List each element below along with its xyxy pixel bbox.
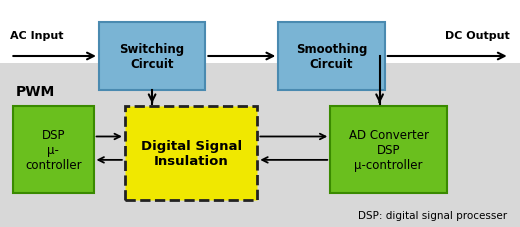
Text: DSP: digital signal processer: DSP: digital signal processer (358, 210, 507, 220)
FancyBboxPatch shape (0, 64, 520, 227)
FancyBboxPatch shape (330, 107, 447, 193)
Text: Switching
Circuit: Switching Circuit (120, 43, 185, 71)
Text: Digital Signal
Insulation: Digital Signal Insulation (140, 139, 242, 167)
Text: PWM: PWM (16, 85, 55, 99)
FancyBboxPatch shape (125, 107, 257, 200)
Text: AC Input: AC Input (10, 31, 64, 41)
Text: AD Converter
DSP
μ-controller: AD Converter DSP μ-controller (349, 128, 428, 171)
Text: Smoothing
Circuit: Smoothing Circuit (296, 43, 367, 71)
FancyBboxPatch shape (278, 23, 385, 91)
Text: DC Output: DC Output (445, 31, 510, 41)
FancyBboxPatch shape (13, 107, 94, 193)
FancyBboxPatch shape (99, 23, 205, 91)
Text: DSP
μ-
controller: DSP μ- controller (25, 128, 82, 171)
